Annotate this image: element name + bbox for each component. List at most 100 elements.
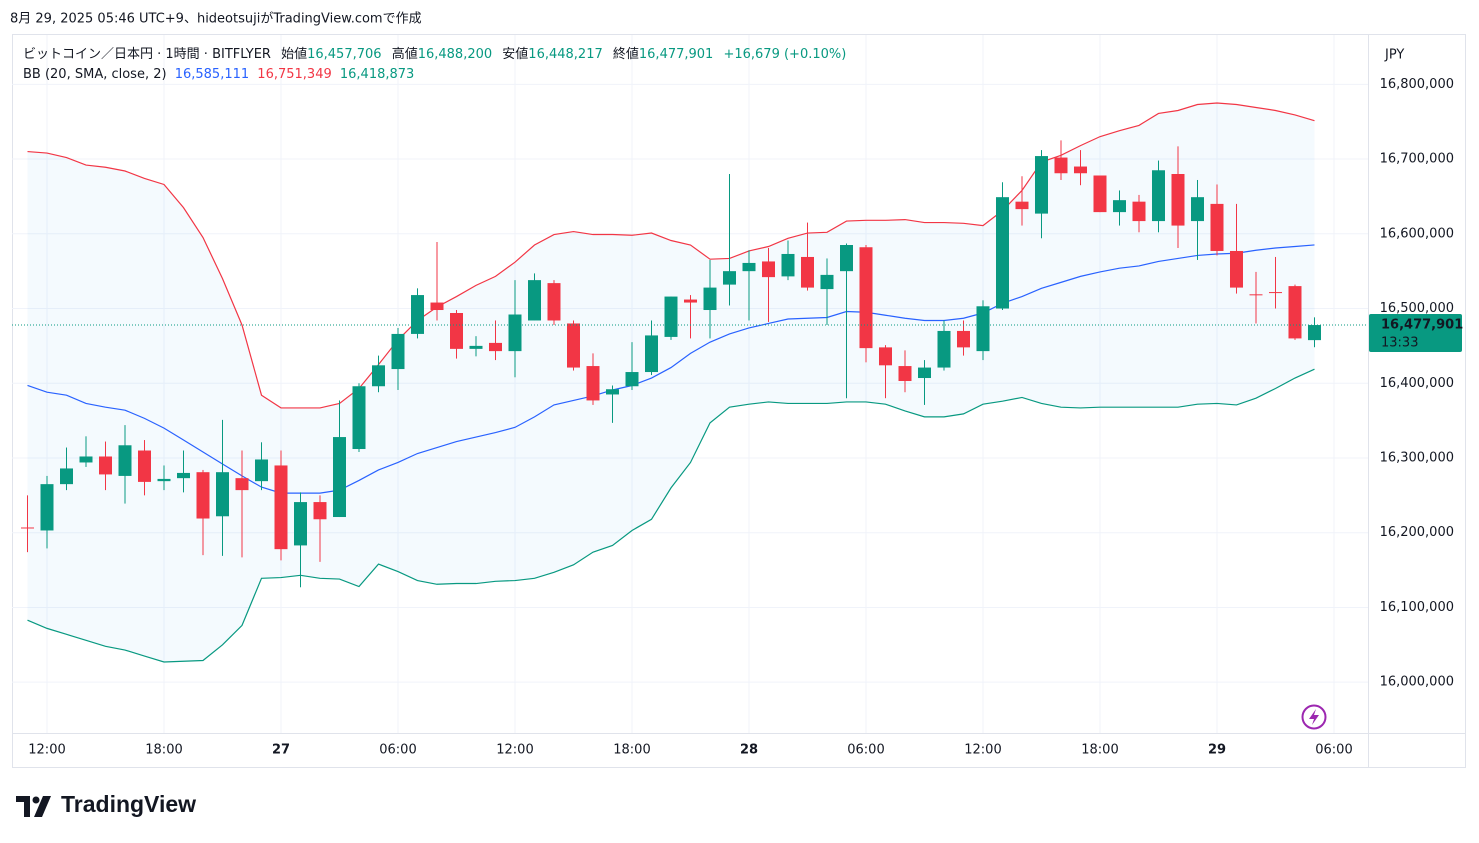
caption: 8月 29, 2025 05:46 UTC+9、hideotsujiがTradi… — [10, 12, 422, 27]
bb-legend: BB (20, SMA, close, 2) 16,585,111 16,751… — [23, 67, 414, 82]
logo-mark-2 — [32, 796, 40, 804]
candle-body — [1249, 294, 1263, 296]
low-value: 16,448,217 — [528, 47, 602, 62]
candle-body — [527, 280, 541, 321]
candle-body — [1307, 325, 1321, 341]
candle — [800, 222, 814, 291]
candle — [177, 450, 191, 493]
candle-body — [255, 459, 269, 482]
chart-frame — [12, 34, 1466, 768]
candle-body — [800, 256, 814, 288]
candle-body — [449, 313, 463, 349]
candle — [430, 242, 444, 321]
candle — [508, 280, 522, 378]
candle-body — [274, 465, 288, 550]
candle — [566, 320, 580, 371]
candle-body — [508, 314, 522, 352]
candle-body — [216, 472, 230, 517]
candle — [216, 419, 230, 556]
candle-body — [60, 468, 74, 485]
candle-body — [683, 299, 697, 303]
candle-body — [703, 287, 717, 311]
x-tick-label: 29 — [1208, 743, 1226, 758]
candle — [1288, 284, 1302, 340]
candle — [1151, 160, 1165, 233]
currency-box[interactable] — [1376, 40, 1460, 68]
candle-body — [294, 502, 308, 546]
x-tick-label: 18:00 — [145, 743, 182, 758]
candle — [138, 440, 152, 496]
candle — [294, 492, 308, 588]
candle-body — [1073, 166, 1087, 174]
candle — [40, 475, 54, 549]
y-tick-label: 16,100,000 — [1380, 600, 1454, 615]
candle-body — [469, 345, 483, 349]
candle-body — [196, 472, 210, 519]
alert-bolt[interactable] — [1309, 709, 1319, 725]
candle-body — [586, 366, 600, 401]
y-tick-label: 16,600,000 — [1380, 226, 1454, 241]
candle — [547, 280, 561, 325]
candle — [664, 296, 678, 340]
band-fill — [27, 103, 1315, 663]
candle — [703, 259, 717, 339]
x-tick-label: 27 — [272, 743, 290, 758]
candle-body — [839, 244, 853, 272]
candle — [820, 258, 834, 325]
x-tick-label: 06:00 — [379, 743, 416, 758]
candle — [1190, 179, 1204, 260]
candle-body — [742, 262, 756, 272]
candle — [332, 400, 346, 518]
candle — [255, 442, 269, 491]
countdown: 13:33 — [1381, 336, 1418, 351]
candle — [937, 320, 951, 371]
close-value: 16,477,901 — [639, 47, 713, 62]
candle-body — [1093, 175, 1107, 213]
candle — [469, 336, 483, 357]
candle-body — [1151, 170, 1165, 222]
close-label: 終値 — [613, 46, 639, 62]
candle — [722, 174, 736, 306]
candle-body — [1112, 200, 1126, 213]
x-tick-label: 06:00 — [847, 743, 884, 758]
candle-body — [1229, 250, 1243, 288]
candle — [235, 450, 249, 558]
candle — [79, 436, 93, 467]
candle — [410, 288, 424, 339]
candle-body — [937, 330, 951, 368]
candle-body — [157, 478, 171, 482]
brand-logo: TradingView — [16, 791, 196, 817]
candle-body — [21, 527, 35, 529]
candle-body — [1034, 156, 1048, 214]
y-tick-label: 16,400,000 — [1380, 376, 1454, 391]
candle — [878, 345, 892, 399]
candle-body — [1171, 174, 1185, 226]
candle — [196, 469, 210, 556]
candle — [1112, 190, 1126, 226]
candle — [1015, 176, 1029, 226]
symbol-title: ビットコイン／日本円 · 1時間 · BITFLYER — [23, 47, 271, 62]
x-tick-label: 18:00 — [613, 743, 650, 758]
candle — [1073, 150, 1087, 186]
candle — [1210, 184, 1224, 256]
high-value: 16,488,200 — [418, 47, 492, 62]
candle — [1034, 150, 1048, 239]
candle — [761, 247, 775, 322]
candle — [391, 327, 405, 390]
currency[interactable]: JPY — [1384, 48, 1404, 63]
candle-body — [761, 261, 775, 278]
band-line — [27, 368, 1315, 663]
candle-body — [722, 271, 736, 285]
grid — [12, 35, 1368, 733]
candle — [118, 425, 132, 504]
candle — [60, 447, 74, 491]
candles — [12, 140, 1368, 588]
candle — [99, 441, 113, 491]
candle-body — [1288, 286, 1302, 339]
ohlc-legend: ビットコイン／日本円 · 1時間 · BITFLYER 始値16,457,706… — [23, 46, 846, 62]
candle-body — [781, 253, 795, 277]
x-tick-label: 18:00 — [1081, 743, 1118, 758]
alert-icon[interactable] — [1301, 704, 1327, 730]
x-tick-label: 12:00 — [28, 743, 65, 758]
candle — [449, 310, 463, 359]
